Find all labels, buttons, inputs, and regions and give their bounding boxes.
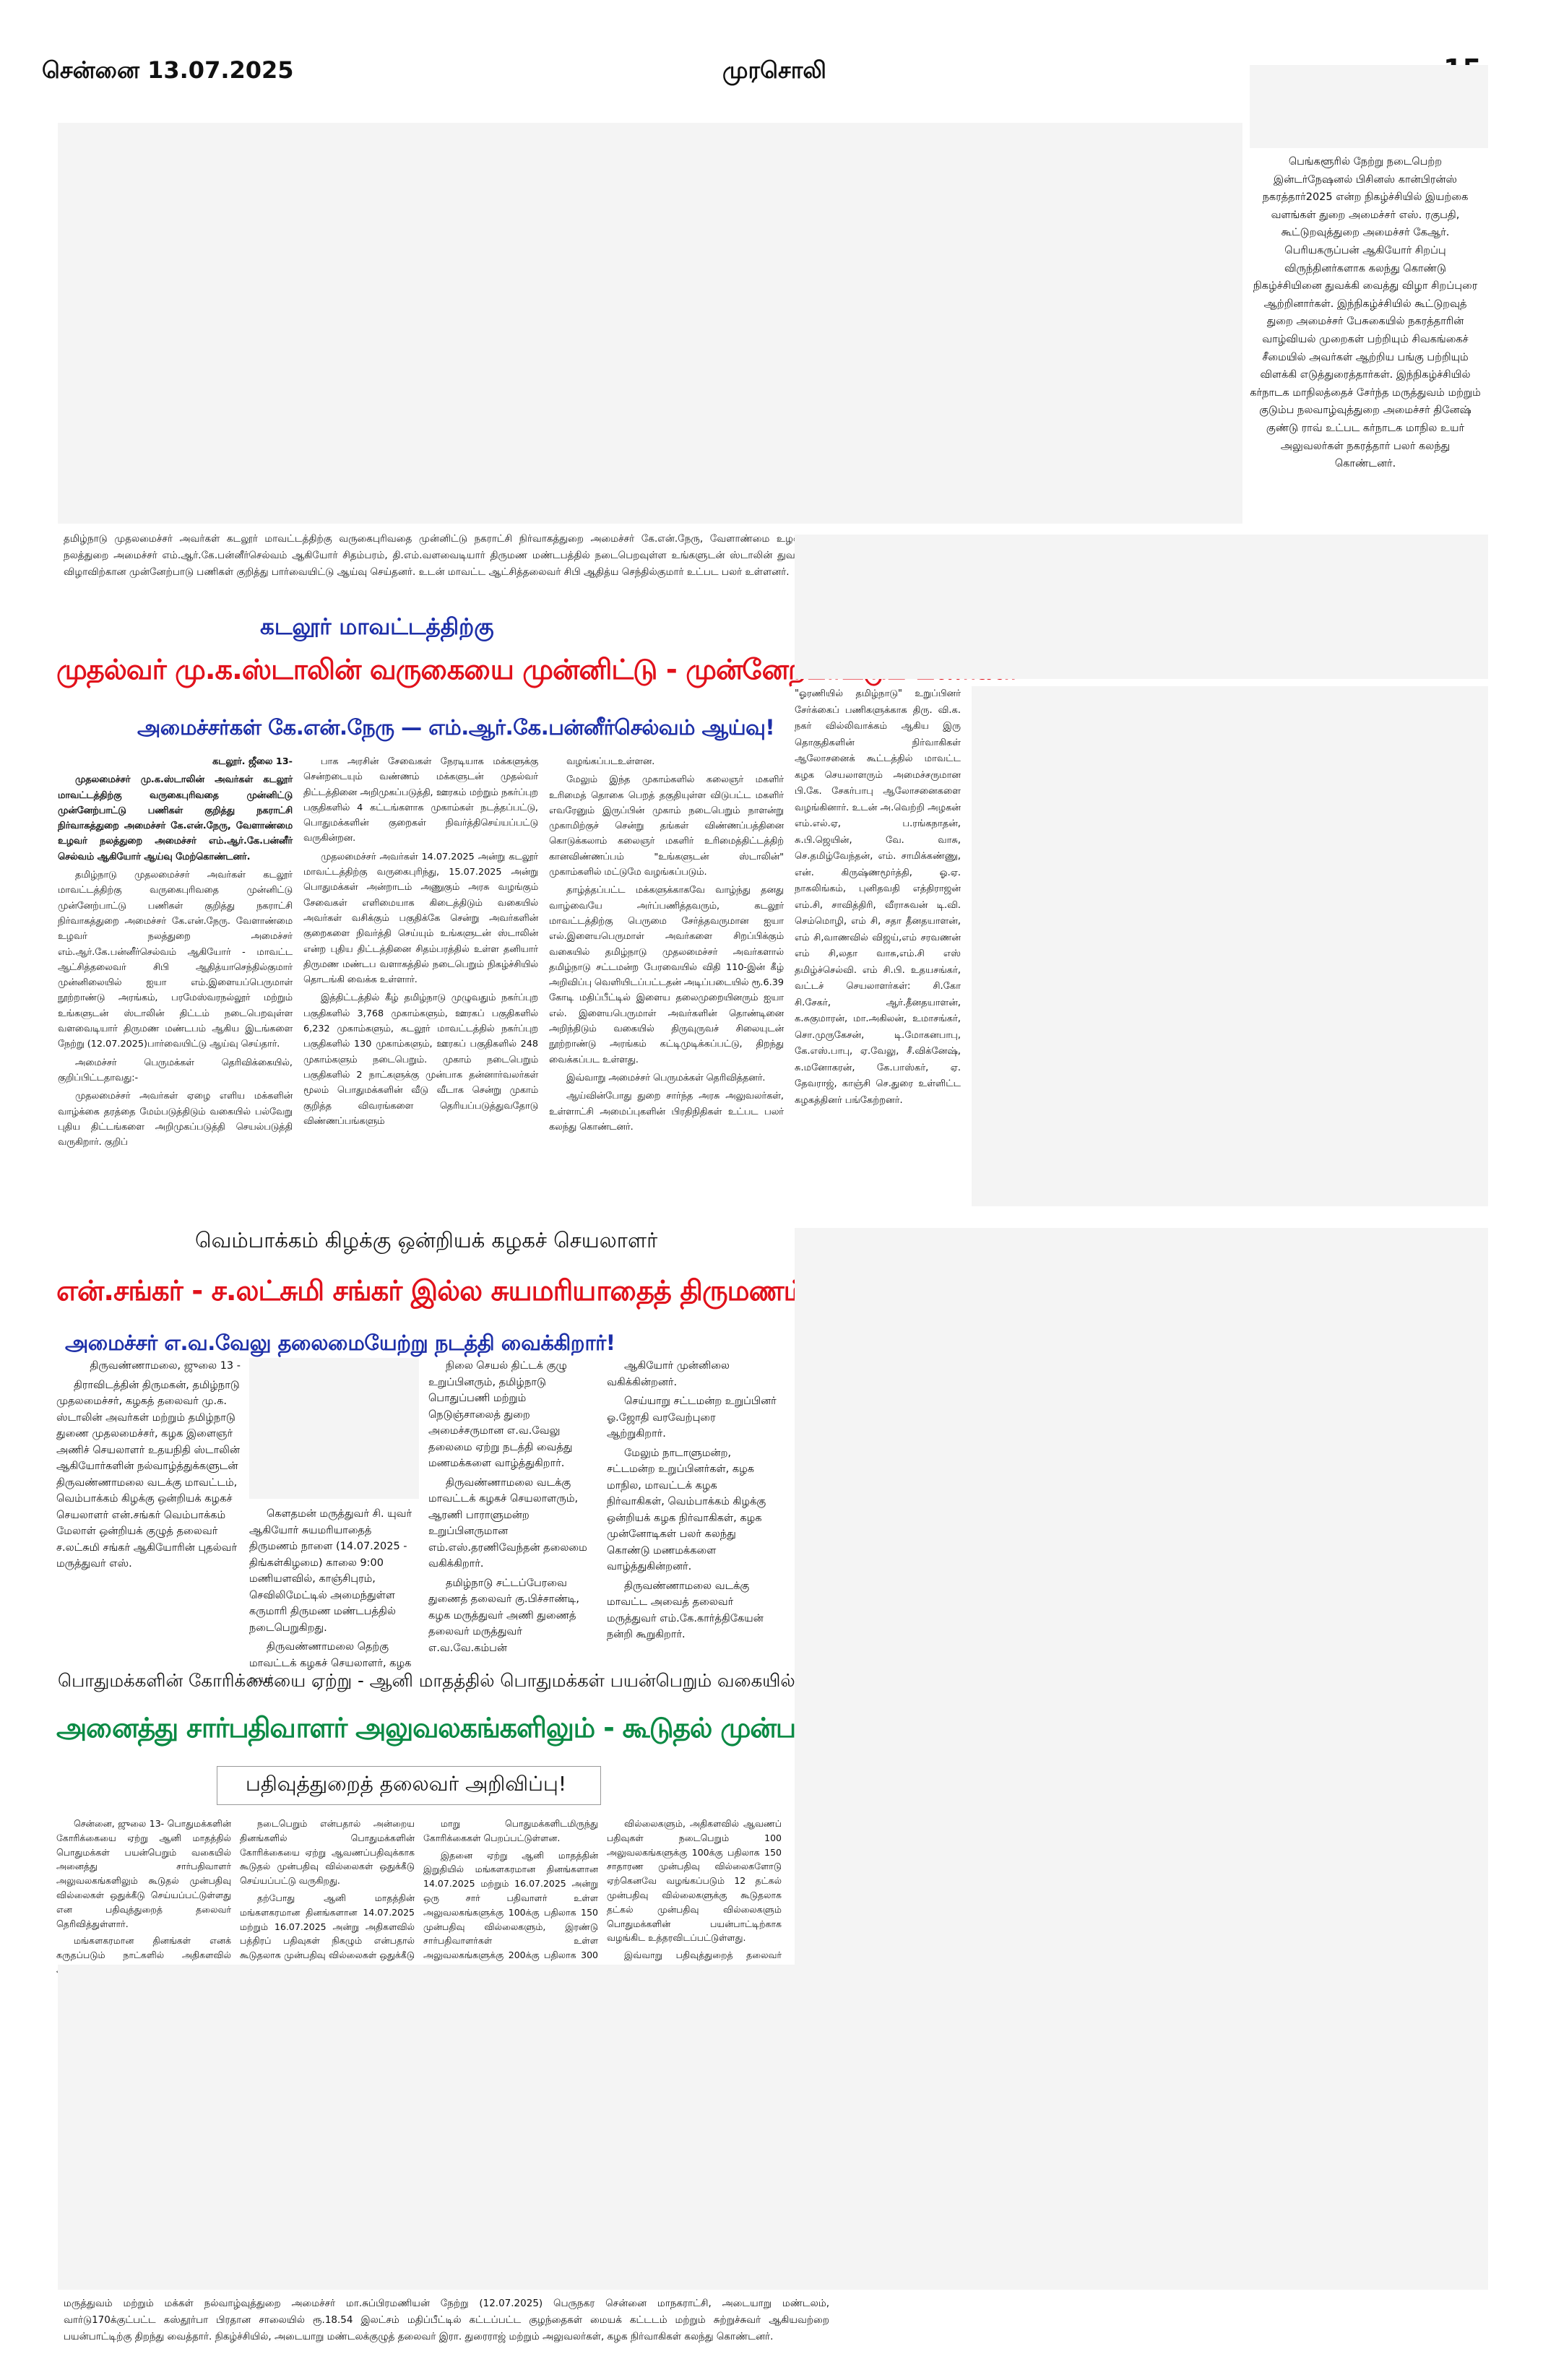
story2-column-2: கௌதமன் மருத்துவர் சி. யுவர் ஆகியோர் சுயம…: [249, 1506, 419, 1691]
story2-column-4: ஆகியோர் முன்னிலை வகிக்கின்றனர். செய்யாறு…: [607, 1358, 777, 1646]
story3-column-4: வில்லைகளும், அதிகளவில் ஆவணப் பதிவுகள் நட…: [607, 1817, 782, 1980]
story3-paragraph: சென்னை, ஜுலை 13- பொதுமக்களின் கோரிக்கையை…: [56, 1818, 231, 1929]
story3-paragraph: வில்லைகளும், அதிகளவில் ஆவணப் பதிவுகள் நட…: [607, 1818, 782, 1944]
story1-paragraph: வழங்கப்படஉள்ளன.: [566, 756, 655, 767]
story3-column-1: சென்னை, ஜுலை 13- பொதுமக்களின் கோரிக்கையை…: [56, 1817, 231, 1980]
story3-column-2: நடைபெறும் என்பதால் அன்றைய தினங்களில் பொத…: [240, 1817, 415, 1980]
story3-subhead: பதிவுத்துறைத் தலைவர் அறிவிப்பு!: [246, 1772, 567, 1796]
story3-subhead-box: [217, 1766, 601, 1805]
story1-column-2: பாக அரசின் சேவைகள் நேரடியாக மக்களுக்கு ச…: [303, 754, 538, 1132]
story1-paragraph: ஆய்வின்போது துறை சார்ந்த அரசு அலுவலர்கள்…: [549, 1091, 784, 1133]
story2-subhead: அமைச்சர் எ.வ.வேலு தலைமையேற்று நடத்தி வைக…: [65, 1330, 615, 1355]
story3-paragraph: இதனை ஏற்று ஆனி மாதத்தின் இறுதியில் மங்கள…: [423, 1849, 598, 1975]
story2-kicker: வெம்பாக்கம் கிழக்கு ஒன்றியக் கழகச் செயலா…: [195, 1228, 658, 1252]
story2-headline: என்.சங்கர் - ச.லட்சுமி சங்கர் இல்ல சுயமர…: [56, 1275, 818, 1307]
story2-paragraph: திருவண்ணாமலை வடக்கு மாவட்டக் கழகச் செயலா…: [428, 1476, 587, 1570]
oraniyil-meeting-caption: "ஓரணியில் தமிழ்நாடு" உறுப்பினர் சேர்க்கை…: [795, 688, 961, 1106]
story2-column-1: திருவண்ணாமலை, ஜுலை 13 - திராவிடத்தின் தி…: [56, 1358, 241, 1575]
story2-paragraph: ஆகியோர் முன்னிலை வகிக்கின்றனர்.: [607, 1360, 730, 1388]
story1-paragraph: இத்திட்டத்தில் கீழ் தமிழ்நாடு முழுவதும் …: [303, 992, 538, 1127]
story1-paragraph: பாக அரசின் சேவைகள் நேரடியாக மக்களுக்கு ச…: [303, 756, 538, 844]
story3-kicker: பொதுமக்களின் கோரிக்கையை ஏற்று - ஆனி மாதத…: [58, 1670, 795, 1691]
photo-oraniyil-meeting: [795, 535, 1488, 679]
story1-paragraph: முதலமைச்சர் அவர்கள் 14.07.2025 அன்று கடல…: [303, 851, 538, 986]
story1-paragraph: இவ்வாறு அமைச்சர் பெருமக்கள் தெரிவித்தனர்…: [566, 1072, 766, 1083]
photo-cuddalore-inspection: [58, 123, 1242, 524]
story2-paragraph: திராவிடத்தின் திருமகன், தமிழ்நாடு முதலமை…: [56, 1379, 240, 1570]
story2-paragraph: கௌதமன் மருத்துவர் சி. யுவர் ஆகியோர் சுயம…: [249, 1508, 412, 1634]
story1-paragraph: மேலும் இந்த முகாம்களில் கலைஞர் மகளிர் உர…: [549, 774, 784, 878]
story3-paragraph: தற்போது ஆனி மாதத்தின் மங்களகரமான தினங்கள…: [240, 1892, 415, 1975]
story1-dateline: கடலூர். ஜீலை 13-: [212, 756, 293, 767]
story2-paragraph: திருவண்ணாமலை தெற்கு மாவட்டக் கழகச் செயலா…: [249, 1641, 412, 1685]
story1-paragraph: தமிழ்நாடு முதலமைச்சர் அவர்கள் கடலூர் மாவ…: [58, 870, 293, 1050]
story1-column-3: வழங்கப்படஉள்ளன. மேலும் இந்த முகாம்களில் …: [549, 754, 784, 1138]
photo-bengaluru-conference: [1250, 65, 1488, 148]
photo-wedding-invitees: [249, 1358, 419, 1499]
bengaluru-conference-caption: பெங்களூரில் நேற்று நடைபெற்ற இன்டர்நேஷனல்…: [1250, 156, 1481, 470]
story1-paragraph: தாழ்த்தப்பட்ட மக்களுக்காகவே வாழ்ந்து தனத…: [549, 885, 784, 1065]
story2-column-3: நிலை செயல் திட்டக் குழு உறுப்பினரும், தம…: [428, 1358, 598, 1659]
story2-dateline: திருவண்ணாமலை, ஜுலை 13 -: [90, 1360, 241, 1372]
story2-paragraph: திருவண்ணாமலை வடக்கு மாவட்ட அவைத் தலைவர் …: [607, 1580, 764, 1641]
story1-column-1: கடலூர். ஜீலை 13- முதலமைச்சர் மு.க.ஸ்டாலி…: [58, 754, 293, 1153]
story2-paragraph: மேலும் நாடாளுமன்ற, சட்டமன்ற உறுப்பினர்கள…: [607, 1447, 766, 1573]
story2-paragraph: நிலை செயல் திட்டக் குழு உறுப்பினரும், தம…: [428, 1360, 573, 1469]
story1-paragraph: அமைச்சர் பெருமக்கள் தெரிவிக்கையில், குறி…: [58, 1057, 293, 1083]
paper-name: முரசொலி: [722, 56, 826, 84]
story1-subhead: அமைச்சர்கள் கே.என்.நேரு — எம்.ஆர்.கே.பன்…: [137, 715, 775, 740]
story2-paragraph: செய்யாறு சட்டமன்ற உறுப்பினர் ஓ.ஜோதி வரவே…: [607, 1395, 777, 1440]
date-line: சென்னை 13.07.2025: [42, 56, 294, 84]
story3-paragraph: நடைபெறும் என்பதால் அன்றைய தினங்களில் பொத…: [240, 1818, 415, 1887]
story3-column-3: மாறு பொதுமக்களிடமிருந்து கோரிக்கைகள் பெற…: [423, 1817, 598, 1980]
cuddalore-photo-caption: தமிழ்நாடு முதலமைச்சர் அவர்கள் கடலூர் மாவ…: [64, 533, 808, 578]
story1-lead: முதலமைச்சர் மு.க.ஸ்டாலின் அவர்கள் கடலூர்…: [58, 774, 293, 862]
story1-paragraph: முதலமைச்சர் அவர்கள் ஏழை எளிய மக்களின் வா…: [58, 1091, 293, 1148]
story1-kicker: கடலூர் மாவட்டத்திற்கு: [260, 614, 494, 640]
photo-childrens-centre: [58, 1965, 1488, 2290]
story3-paragraph: மாறு பொதுமக்களிடமிருந்து கோரிக்கைகள் பெற…: [423, 1818, 598, 1843]
photo-oraniyil-meeting-2: [972, 686, 1488, 1206]
childrens-centre-caption: மருத்துவம் மற்றும் மக்கள் நல்வாழ்வுத்துற…: [64, 2298, 829, 2342]
story2-paragraph: தமிழ்நாடு சட்டப்பேரவை துணைத் தலைவர் கு.ப…: [428, 1577, 579, 1654]
photo-right-column-lower: [795, 1228, 1488, 2095]
